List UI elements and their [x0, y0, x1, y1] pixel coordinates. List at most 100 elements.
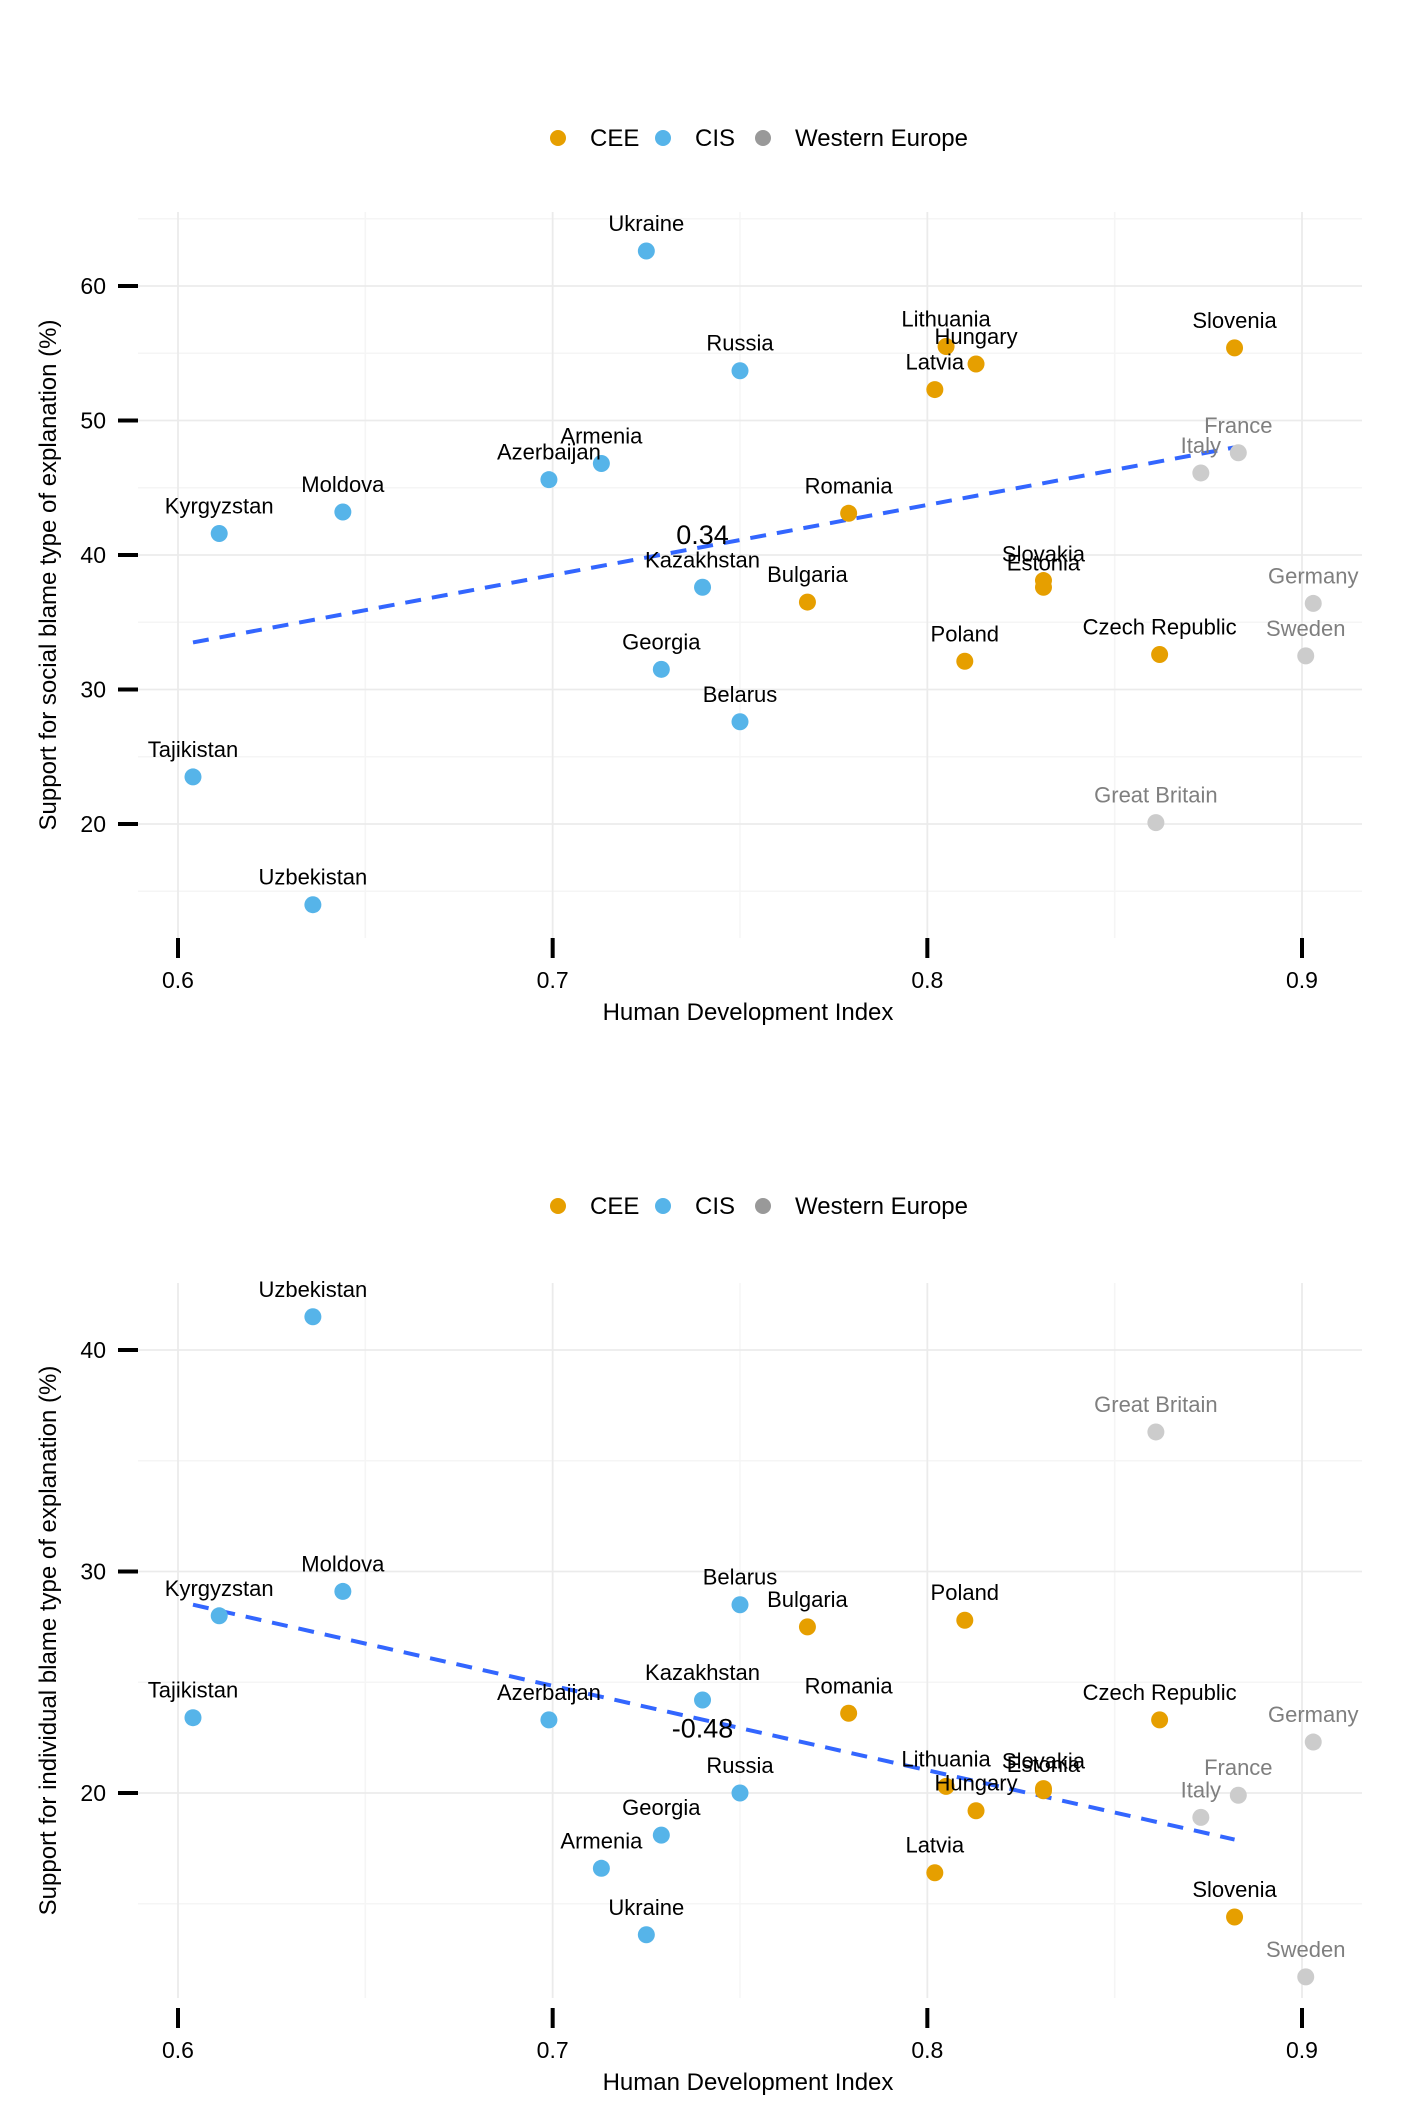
point-france — [1229, 444, 1247, 462]
point-label: Lithuania — [901, 1746, 991, 1771]
point-label: Moldova — [301, 1551, 385, 1576]
point-great-britain — [1147, 1423, 1165, 1441]
legend-item: Western Europe — [755, 125, 968, 152]
legend-label: CIS — [695, 125, 735, 152]
x-axis: 0.6 0.7 0.8 0.9 Human Development Index — [162, 2008, 1318, 2096]
point-belarus — [731, 713, 749, 731]
legend-item: CIS — [655, 125, 735, 152]
point-label: Belarus — [703, 682, 778, 707]
point-ukraine — [637, 1926, 655, 1944]
point-label: Kyrgyzstan — [165, 1576, 274, 1601]
point-label: Russia — [706, 331, 774, 356]
point-azerbaijan — [540, 471, 558, 489]
legend-swatch — [655, 130, 671, 146]
x-axis-title: Human Development Index — [603, 2069, 894, 2096]
x-tick-label: 0.6 — [162, 2037, 194, 2063]
point-label: Italy — [1181, 433, 1221, 458]
point-sweden — [1297, 647, 1315, 665]
point-lithuania — [937, 338, 955, 356]
point-uzbekistan — [304, 896, 322, 914]
point-label: Hungary — [934, 1771, 1017, 1796]
point-germany — [1304, 1733, 1322, 1751]
point-label: Moldova — [301, 472, 385, 497]
point-italy — [1192, 1808, 1210, 1826]
y-axis: 20 30 40 50 60 Support for social blame type … — [35, 273, 138, 837]
point-label: Estonia — [1007, 550, 1081, 575]
individual-blame-chart: CEE CIS Western Europe 0.6 0.7 0.8 0.9 Human De… — [35, 1193, 1362, 2096]
legend-item: CIS — [655, 1193, 735, 1220]
trend-line — [192, 445, 1235, 645]
point-label: Latvia — [905, 1833, 964, 1858]
legend-swatch — [755, 130, 771, 146]
y-axis: 20 30 40 Support for individual blame type … — [35, 1337, 138, 1915]
point-estonia — [1034, 578, 1052, 596]
point-russia — [731, 362, 749, 380]
point-czech-republic — [1151, 646, 1169, 664]
point-label: Ukraine — [608, 211, 684, 236]
point-label: Czech Republic — [1083, 615, 1237, 640]
legend-label: CEE — [590, 125, 639, 152]
point-label: Sweden — [1266, 1937, 1346, 1962]
gridlines — [138, 1283, 1362, 1998]
x-tick-label: 0.6 — [162, 967, 194, 993]
point-armenia — [592, 455, 610, 473]
x-tick-label: 0.7 — [537, 2037, 569, 2063]
legend-swatch — [550, 130, 566, 146]
y-tick-label: 50 — [80, 408, 106, 434]
point-label: Slovenia — [1192, 308, 1277, 333]
point-label: Slovakia — [1002, 1749, 1086, 1774]
point-label: Estonia — [1007, 1752, 1081, 1777]
legend-item: CEE — [550, 125, 639, 152]
point-label: Hungary — [934, 324, 1017, 349]
point-kyrgyzstan — [210, 1607, 228, 1625]
point-label: Uzbekistan — [258, 1277, 367, 1302]
point-label: Germany — [1268, 563, 1358, 588]
y-axis-title: Support for social blame type of explana… — [35, 320, 62, 831]
y-tick-label: 30 — [80, 1559, 106, 1585]
legend-swatch — [755, 1198, 771, 1214]
point-romania — [840, 1704, 858, 1722]
point-label: Armenia — [560, 424, 643, 449]
point-france — [1229, 1786, 1247, 1804]
point-label: France — [1204, 413, 1272, 438]
point-romania — [840, 504, 858, 522]
point-moldova — [334, 1582, 352, 1600]
point-label: Italy — [1181, 1777, 1221, 1802]
point-germany — [1304, 594, 1322, 612]
point-label: Bulgaria — [767, 562, 848, 587]
legend-swatch — [655, 1198, 671, 1214]
legend-item: Western Europe — [755, 1193, 968, 1220]
point-hungary — [967, 355, 985, 373]
point-label: Kazakhstan — [645, 547, 760, 572]
point-label: Lithuania — [901, 307, 991, 332]
point-czech-republic — [1151, 1711, 1169, 1729]
social-blame-chart: CEE CIS Western Europe 0.6 0.7 0.8 0.9 Human De… — [35, 125, 1362, 1026]
point-italy — [1192, 464, 1210, 482]
point-label: Kyrgyzstan — [165, 493, 274, 518]
point-tajikistan — [184, 1709, 202, 1727]
point-label: Kazakhstan — [645, 1660, 760, 1685]
y-tick-label: 20 — [80, 811, 106, 837]
point-bulgaria — [798, 1618, 816, 1636]
legend-label: Western Europe — [795, 125, 968, 152]
point-kazakhstan — [694, 578, 712, 596]
legend-label: CIS — [695, 1193, 735, 1220]
y-tick-label: 60 — [80, 273, 106, 299]
point-label: Czech Republic — [1083, 1680, 1237, 1705]
point-great-britain — [1147, 814, 1165, 832]
x-axis-title: Human Development Index — [603, 999, 894, 1026]
point-label: Tajikistan — [148, 737, 238, 762]
point-label: Germany — [1268, 1702, 1358, 1727]
point-uzbekistan — [304, 1308, 322, 1326]
legend-label: Western Europe — [795, 1193, 968, 1220]
point-label: Azerbaijan — [497, 440, 601, 465]
point-label: Poland — [931, 1580, 1000, 1605]
point-slovenia — [1226, 1908, 1244, 1926]
point-label: Uzbekistan — [258, 865, 367, 890]
point-label: Bulgaria — [767, 1587, 848, 1612]
point-label: Russia — [706, 1753, 774, 1778]
point-georgia — [652, 1826, 670, 1844]
point-labels: Uzbekistan Moldova Kyrgyzstan Tajikistan Aze… — [148, 1277, 1359, 1962]
point-label: Georgia — [622, 629, 701, 654]
